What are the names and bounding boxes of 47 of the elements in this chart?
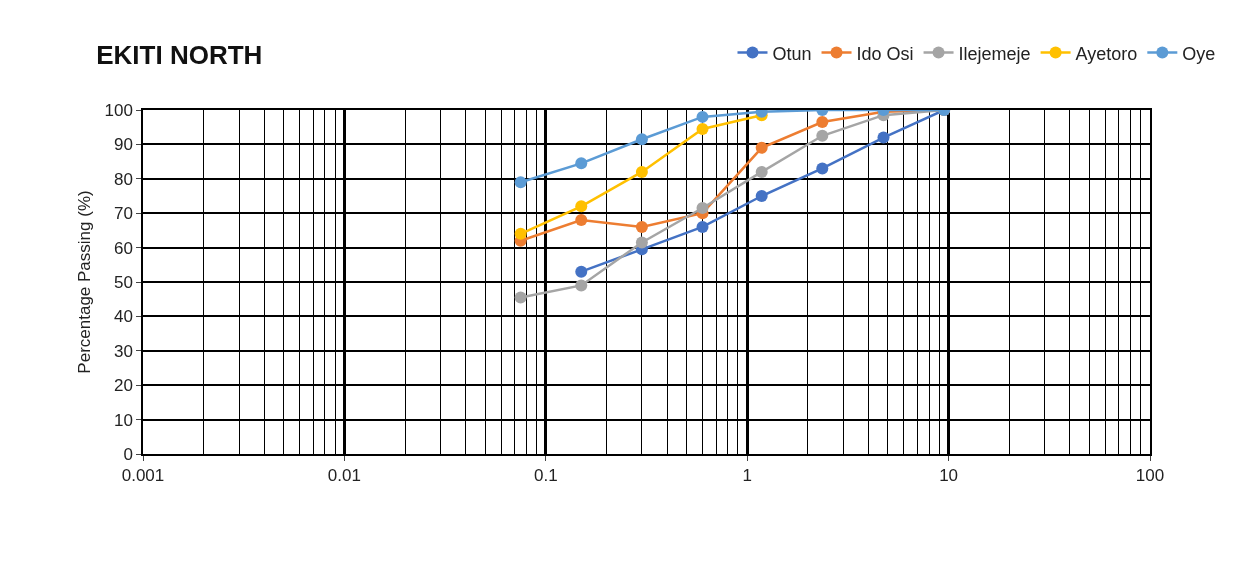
y-tick-label: 20 [113,376,133,396]
x-tick-label: 100 [1135,466,1165,486]
point [635,165,648,178]
point [575,265,588,278]
point [755,165,768,178]
point [755,190,768,202]
point [514,291,527,304]
point [696,122,709,135]
x-tick-label: 0.01 [327,466,361,486]
legend-label: Oye [1182,43,1216,64]
point [514,176,527,189]
point [514,227,527,240]
point [816,129,829,142]
y-tick-label: 80 [113,169,133,189]
y-tick-label: 50 [113,272,133,292]
y-tick-label: 0 [123,444,133,464]
y-tick-label: 90 [113,135,133,155]
y-tick-label: 100 [104,100,133,120]
point [575,157,588,170]
point [696,220,709,233]
chart-title: EKITI NORTH [96,40,263,71]
point [696,110,709,123]
y-axis-title: Percentage Passing (%) [74,190,94,374]
x-tick-label: 1 [742,466,752,486]
x-tick-label: 0.001 [121,466,165,486]
point [755,141,768,154]
point [575,279,588,292]
legend-label: Ilejemeje [958,43,1031,64]
legend-label: Ido Osi [856,43,914,64]
y-tick-label: 30 [113,341,133,361]
y-tick-label: 70 [113,204,133,224]
y-tick-label: 10 [113,410,133,430]
y-tick-label: 40 [113,307,133,327]
x-tick-label: 0.1 [533,466,558,486]
x-tick-label: 10 [939,466,959,486]
legend-label: Ayetoro [1075,43,1138,64]
point [575,200,588,213]
point [635,220,648,233]
point [816,116,829,129]
point [575,214,588,227]
point [696,202,709,215]
y-tick-label: 60 [113,238,133,258]
point [877,131,890,144]
legend-label: Otun [772,43,812,64]
point [816,162,829,175]
point [635,133,648,146]
point [635,236,648,249]
